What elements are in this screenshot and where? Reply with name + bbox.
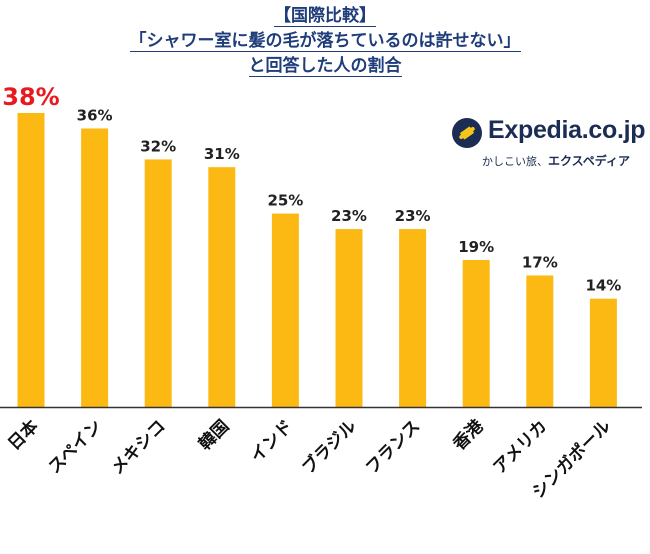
value-label-8: 17% [522,253,558,271]
category-label-7: 香港 [449,415,489,455]
bar-1 [81,128,109,407]
value-label-4: 25% [267,192,303,210]
category-label-6: フランス [362,416,424,478]
category-label-0: 日本 [4,416,43,455]
title-line-3: と回答した人の割合 [248,56,402,77]
chart-title: 【国際比較】 「シャワー室に髪の毛が落ちているのは許せない」 と回答した人の割合 [0,4,650,79]
value-label-6: 23% [395,207,431,225]
value-label-3: 31% [204,145,240,163]
bar-8 [526,275,554,407]
logo-tagline-brand: エクスペディア [548,154,630,168]
bar-4 [271,213,299,407]
title-line-2: 「シャワー室に髪の毛が落ちているのは許せない」 [129,31,521,52]
bar-3 [208,167,236,407]
category-label-8: アメリカ [490,416,552,478]
bar-9 [589,298,617,407]
bar-5 [335,229,363,407]
category-label-5: ブラジル [298,416,361,479]
value-label-1: 36% [77,106,113,124]
value-label-5: 23% [331,207,367,225]
bar-0 [17,113,45,407]
category-label-3: 韓国 [194,416,233,455]
value-label-2: 32% [140,137,176,155]
category-label-4: インド [247,416,297,466]
expedia-logo: Expedia.co.jp かしこい旅、エクスペディア [452,116,648,178]
value-label-7: 19% [458,238,494,256]
category-label-2: メキシコ [108,416,170,478]
title-line-1: 【国際比較】 [274,6,376,27]
value-label-0: 38% [2,83,59,111]
logo-tagline-prefix: かしこい旅、 [482,155,548,168]
logo-name: Expedia.co.jp [488,116,646,144]
category-label-1: スペイン [45,416,106,477]
bar-6 [399,229,427,407]
bar-7 [462,260,490,407]
value-label-9: 14% [585,277,621,295]
airplane-globe-icon [452,118,482,148]
logo-tagline: かしこい旅、エクスペディア [482,152,630,169]
bar-2 [144,159,172,407]
